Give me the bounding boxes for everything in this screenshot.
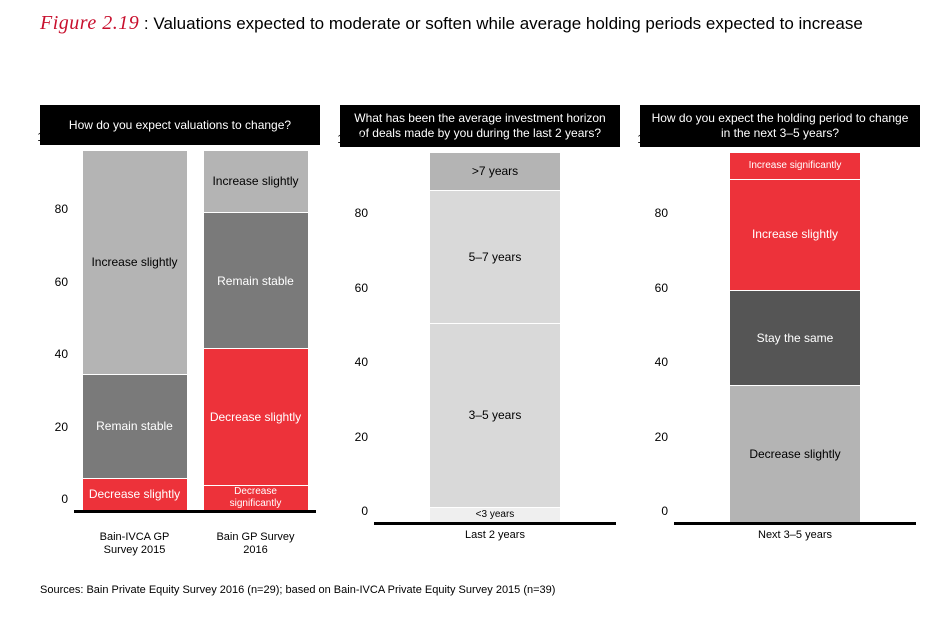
segment: 3–5 years bbox=[430, 323, 560, 508]
panels-row: How do you expect valuations to change? 0… bbox=[40, 105, 920, 545]
segment: Decrease significantly bbox=[204, 485, 308, 510]
segment: Increase slightly bbox=[204, 151, 308, 212]
panel-header: How do you expect valuations to change? bbox=[40, 105, 320, 145]
segment: >7 years bbox=[430, 153, 560, 190]
chart-area: 020406080100%>7 years5–7 years3–5 years<… bbox=[340, 153, 620, 545]
bar: Increase significantly Increase slightly S… bbox=[730, 153, 860, 522]
segment: Stay the same bbox=[730, 290, 860, 386]
y-axis: 020406080100% bbox=[40, 151, 74, 513]
segment-label: Increase slightly bbox=[208, 174, 302, 188]
figure-title: Figure 2.19 : Valuations expected to mod… bbox=[40, 12, 863, 35]
y-tick: 40 bbox=[655, 355, 668, 369]
y-tick: 80 bbox=[655, 206, 668, 220]
segment-label: Decrease slightly bbox=[206, 410, 305, 424]
sources-line: Sources: Bain Private Equity Survey 2016… bbox=[40, 584, 555, 596]
segment: <3 years bbox=[430, 507, 560, 522]
figure-separator: : bbox=[139, 14, 153, 33]
y-tick: 0 bbox=[61, 492, 68, 506]
y-tick: 100% bbox=[637, 132, 668, 146]
segment: Decrease slightly bbox=[730, 385, 860, 522]
y-tick: 100% bbox=[37, 130, 68, 144]
x-axis: Next 3–5 years bbox=[674, 525, 916, 545]
segment-label: >7 years bbox=[468, 164, 522, 178]
x-axis: Bain-IVCA GP Survey 2015 Bain GP Survey 2… bbox=[74, 527, 316, 557]
segment-label: Decrease significantly bbox=[204, 486, 308, 510]
segment-label: <3 years bbox=[472, 509, 519, 521]
plot: Increase slightly Remain stable Decrease s… bbox=[74, 151, 316, 513]
segment: Increase significantly bbox=[730, 153, 860, 179]
segment: Decrease slightly bbox=[204, 348, 308, 484]
x-axis: Last 2 years bbox=[374, 525, 616, 545]
y-tick: 20 bbox=[355, 430, 368, 444]
segment-label: Remain stable bbox=[92, 419, 177, 433]
y-tick: 20 bbox=[655, 430, 668, 444]
bar: >7 years 5–7 years 3–5 years <3 years bbox=[430, 153, 560, 522]
segment-label: 5–7 years bbox=[465, 250, 526, 264]
segment: Remain stable bbox=[83, 374, 187, 478]
segment: Increase slightly bbox=[730, 179, 860, 290]
segment: Increase slightly bbox=[83, 151, 187, 374]
y-tick: 0 bbox=[661, 504, 668, 518]
y-tick: 60 bbox=[355, 281, 368, 295]
y-tick: 20 bbox=[55, 420, 68, 434]
panel-header: What has been the average investment hor… bbox=[340, 105, 620, 147]
y-tick: 100% bbox=[337, 132, 368, 146]
segment: Remain stable bbox=[204, 212, 308, 348]
segment-label: Decrease slightly bbox=[745, 447, 844, 461]
segment-label: Increase significantly bbox=[745, 160, 846, 172]
y-tick: 40 bbox=[55, 347, 68, 361]
bars: Increase significantly Increase slightly S… bbox=[674, 153, 916, 522]
segment-label: Decrease slightly bbox=[85, 487, 184, 501]
figure-caption: Valuations expected to moderate or softe… bbox=[153, 14, 862, 33]
x-label: Bain GP Survey 2016 bbox=[204, 527, 308, 557]
y-tick: 40 bbox=[355, 355, 368, 369]
panel-2: How do you expect the holding period to … bbox=[640, 105, 920, 545]
y-axis: 020406080100% bbox=[640, 153, 674, 525]
y-tick: 60 bbox=[655, 281, 668, 295]
bar: Increase slightly Remain stable Decrease s… bbox=[204, 151, 308, 510]
y-axis: 020406080100% bbox=[340, 153, 374, 525]
bar: Increase slightly Remain stable Decrease s… bbox=[83, 151, 187, 510]
chart-area: 020406080100%Increase significantlyIncre… bbox=[640, 153, 920, 545]
bars: Increase slightly Remain stable Decrease s… bbox=[74, 151, 316, 510]
segment-label: Increase slightly bbox=[748, 227, 842, 241]
segment-label: Remain stable bbox=[213, 274, 298, 288]
plot: >7 years 5–7 years 3–5 years <3 years bbox=[374, 153, 616, 525]
segment-label: 3–5 years bbox=[465, 408, 526, 422]
chart-area: 020406080100%Increase slightlyRemain sta… bbox=[40, 151, 320, 545]
segment: Decrease slightly bbox=[83, 478, 187, 510]
panel-0: How do you expect valuations to change? 0… bbox=[40, 105, 320, 545]
y-tick: 80 bbox=[55, 202, 68, 216]
bars: >7 years 5–7 years 3–5 years <3 years bbox=[374, 153, 616, 522]
figure-number: Figure 2.19 bbox=[40, 12, 139, 34]
plot: Increase significantly Increase slightly S… bbox=[674, 153, 916, 525]
segment: 5–7 years bbox=[430, 190, 560, 323]
panel-header: How do you expect the holding period to … bbox=[640, 105, 920, 147]
y-tick: 0 bbox=[361, 504, 368, 518]
x-label: Next 3–5 years bbox=[730, 525, 860, 545]
segment-label: Increase slightly bbox=[87, 255, 181, 269]
segment-label: Stay the same bbox=[753, 331, 838, 345]
panel-1: What has been the average investment hor… bbox=[340, 105, 620, 545]
y-tick: 80 bbox=[355, 206, 368, 220]
x-label: Bain-IVCA GP Survey 2015 bbox=[83, 527, 187, 557]
y-tick: 60 bbox=[55, 275, 68, 289]
x-label: Last 2 years bbox=[430, 525, 560, 545]
